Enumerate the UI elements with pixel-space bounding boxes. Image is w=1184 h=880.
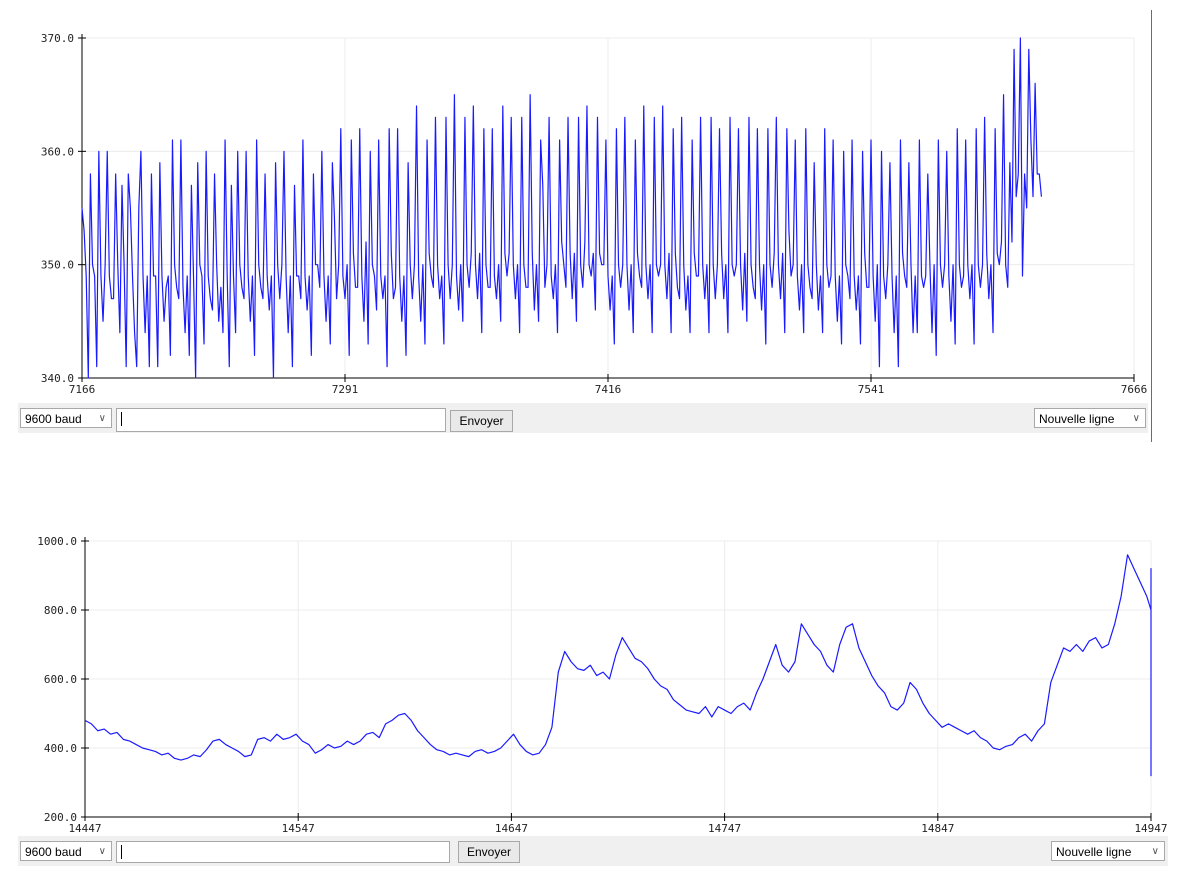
- y-tick-label: 370.0: [41, 32, 74, 45]
- x-tick-label: 7416: [595, 383, 622, 396]
- y-tick-label: 1000.0: [37, 535, 77, 548]
- series-line: [81, 37, 1043, 379]
- send-button-label: Envoyer: [459, 414, 504, 428]
- send-button[interactable]: Envoyer: [450, 410, 513, 432]
- chevron-down-icon: ∨: [1132, 413, 1140, 424]
- baud-rate-value: 9600 baud: [25, 845, 82, 859]
- plotter-toolbar: 9600 baud ∨ Envoyer Nouvelle ligne ∨: [18, 836, 1168, 866]
- x-tick-label: 14847: [921, 822, 954, 835]
- send-button[interactable]: Envoyer: [458, 841, 520, 863]
- y-tick-label: 800.0: [44, 604, 77, 617]
- x-tick-label: 7541: [858, 383, 885, 396]
- x-tick-label: 7166: [69, 383, 96, 396]
- x-tick-label: 14947: [1134, 822, 1167, 835]
- x-tick-label: 14547: [282, 822, 315, 835]
- serial-plot-chart: 340.0 350.0 360.0 370.0 7166 7291 7416 7541 7666: [41, 32, 1148, 396]
- x-tick-label: 7666: [1121, 383, 1148, 396]
- plotter-toolbar: 9600 baud ∨ Envoyer Nouvelle ligne ∨: [18, 403, 1148, 433]
- baud-rate-select[interactable]: 9600 baud ∨: [20, 408, 112, 428]
- serial-plot-chart: 200.0 400.0 600.0 800.0 1000.0 14447 14547 1464…: [37, 535, 1167, 835]
- line-ending-select[interactable]: Nouvelle ligne ∨: [1034, 408, 1146, 428]
- x-tick-label: 14647: [495, 822, 528, 835]
- window-border: [1151, 10, 1152, 442]
- baud-rate-select[interactable]: 9600 baud ∨: [20, 841, 112, 861]
- text-caret: [121, 845, 122, 859]
- line-ending-select[interactable]: Nouvelle ligne ∨: [1051, 841, 1165, 861]
- y-tick-label: 340.0: [41, 372, 74, 385]
- serial-input-field[interactable]: [116, 408, 446, 432]
- send-button-label: Envoyer: [466, 845, 512, 859]
- x-tick-label: 7291: [332, 383, 359, 396]
- y-tick-label: 200.0: [44, 811, 77, 824]
- x-tick-label: 14447: [68, 822, 101, 835]
- chevron-down-icon: ∨: [98, 413, 106, 424]
- y-tick-label: 360.0: [41, 145, 74, 158]
- baud-rate-value: 9600 baud: [25, 412, 82, 426]
- y-tick-label: 600.0: [44, 673, 77, 686]
- chevron-down-icon: ∨: [98, 846, 106, 857]
- serial-plotter-window: 340.0 350.0 360.0 370.0 7166 7291 7416 7541 7666…: [18, 10, 1152, 442]
- y-tick-label: 350.0: [41, 259, 74, 272]
- serial-input-field[interactable]: [116, 841, 450, 863]
- line-ending-value: Nouvelle ligne: [1056, 845, 1132, 859]
- text-caret: [121, 412, 122, 426]
- y-tick-label: 400.0: [44, 742, 77, 755]
- line-ending-value: Nouvelle ligne: [1039, 412, 1115, 426]
- series-line: [84, 554, 1152, 777]
- serial-plotter-window: 200.0 400.0 600.0 800.0 1000.0 14447 14547 1464…: [0, 520, 1184, 866]
- x-tick-label: 14747: [708, 822, 741, 835]
- chevron-down-icon: ∨: [1151, 846, 1159, 857]
